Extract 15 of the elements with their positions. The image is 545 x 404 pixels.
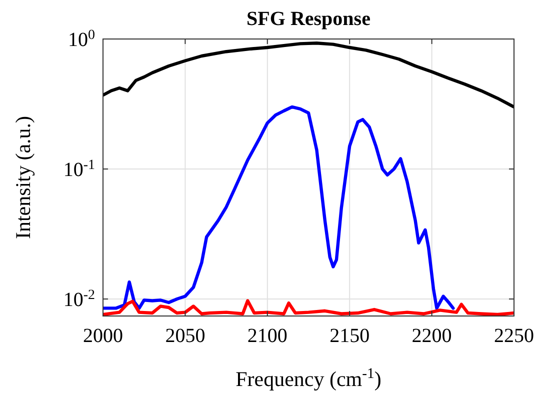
x-tick-label: 2150: [330, 325, 370, 347]
x-axis-title: Frequency (cm$^{-1}$): [236, 366, 382, 391]
x-tick-label: 2250: [494, 325, 534, 347]
line-series: [103, 105, 455, 310]
y-tick-label: 10$^{-2}$: [63, 288, 95, 311]
y-tick-label: 10$^{-1}$: [63, 158, 95, 181]
x-tick-label: 2200: [412, 325, 452, 347]
line-series: [103, 299, 514, 316]
x-tick-label: 2050: [165, 325, 206, 347]
line-series: [103, 41, 514, 109]
x-tick-label: 2000: [83, 325, 123, 347]
x-tick-label: 2100: [247, 325, 288, 347]
y-axis-title: Intensity (a.u.): [11, 116, 35, 240]
chart-title: SFG Response: [246, 8, 371, 30]
y-tick-label: 10$^{0}$: [68, 28, 95, 51]
